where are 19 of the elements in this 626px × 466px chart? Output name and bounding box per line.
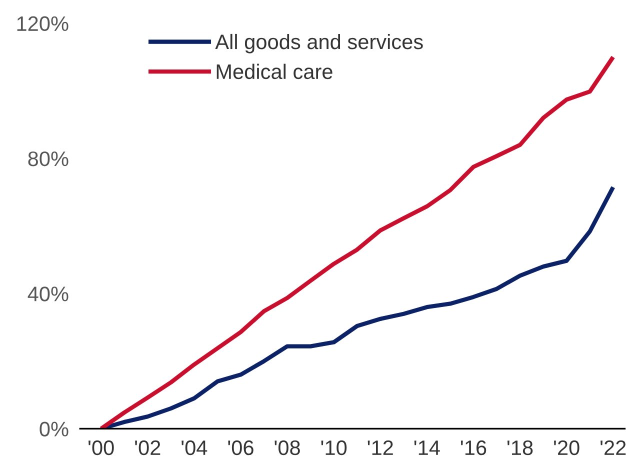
x-tick-label: '18: [507, 440, 533, 456]
x-tick-label: '02: [135, 440, 160, 456]
x-tick-label: '20: [554, 440, 580, 456]
x-tick-label: '12: [368, 440, 393, 455]
x-tick-label: '14: [414, 440, 440, 455]
line-series: [98, 55, 616, 429]
x-tick-label: '00: [88, 440, 114, 456]
x-tick-label: '08: [274, 440, 300, 456]
legend-label: All goods and services: [215, 34, 423, 54]
y-tick-label: 80%: [28, 151, 68, 166]
x-tick-label: '06: [228, 440, 254, 456]
legend-label: Medical care: [216, 64, 332, 80]
y-tick-label: 120%: [17, 16, 68, 32]
x-tick-label: '16: [460, 440, 486, 456]
x-tick-label: '04: [182, 440, 208, 456]
y-tick-label: 40%: [28, 286, 68, 302]
y-tick-label: 0%: [40, 422, 68, 436]
x-tick-label: '22: [600, 440, 626, 455]
x-tick-label: '10: [321, 440, 347, 456]
